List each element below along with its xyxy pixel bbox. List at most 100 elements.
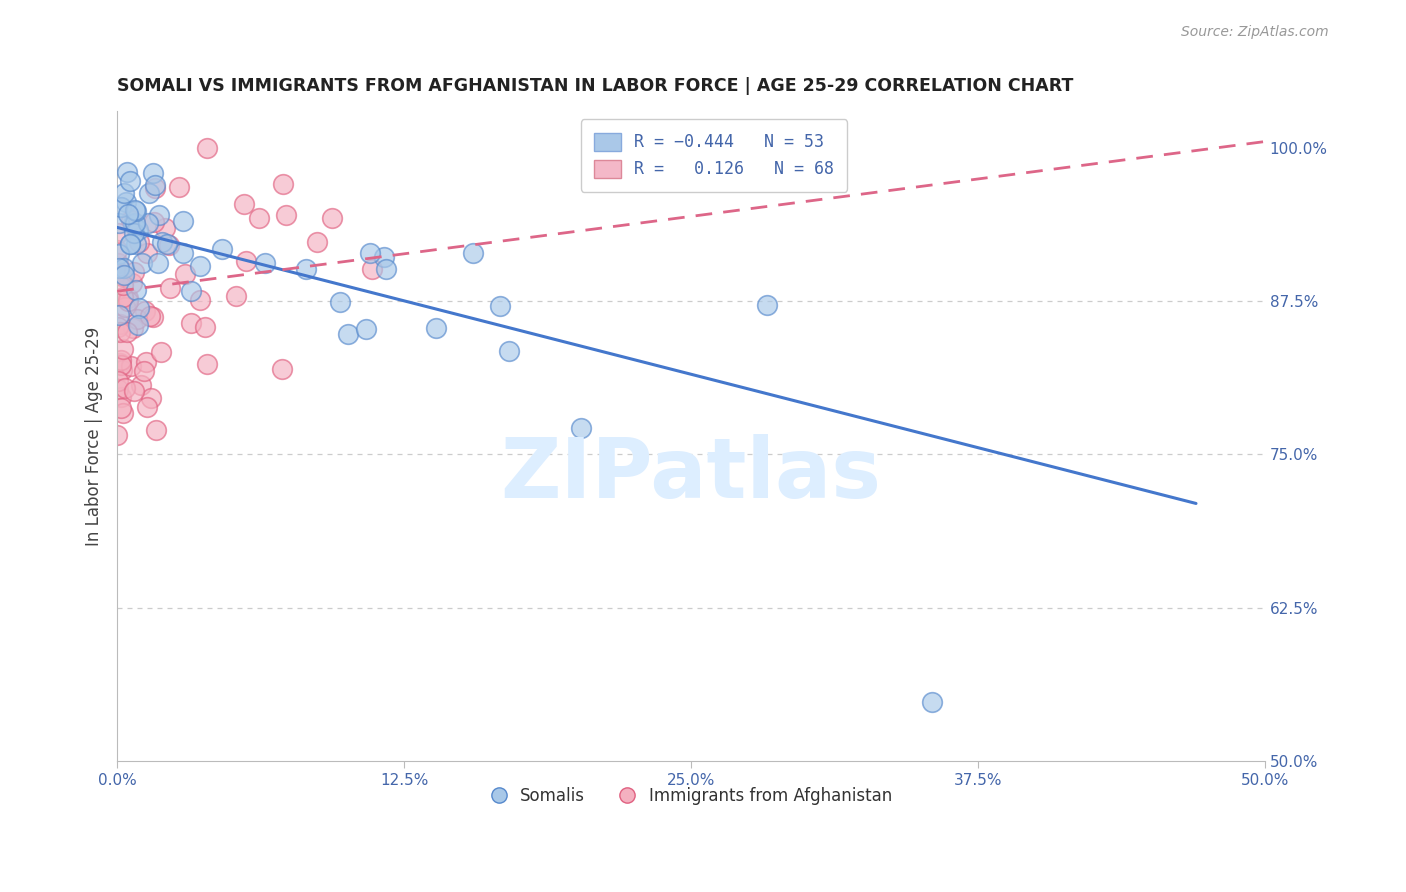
Point (195, 357, 218, 371)
Point (117, 207, 139, 221)
Point (359, 245, 381, 260)
Point (107, 226, 129, 240)
Point (128, 301, 150, 315)
Point (136, 400, 159, 414)
Point (112, 342, 135, 356)
Point (136, 216, 159, 230)
Point (124, 203, 146, 218)
Point (225, 288, 247, 302)
Point (180, 284, 202, 298)
Point (180, 316, 202, 330)
Point (569, 421, 592, 435)
Point (142, 310, 165, 325)
Point (110, 390, 132, 404)
Point (146, 256, 169, 270)
Point (112, 406, 135, 420)
Point (157, 238, 180, 252)
Point (121, 276, 143, 290)
Point (148, 208, 170, 222)
Point (117, 294, 139, 309)
Point (118, 174, 141, 188)
Point (172, 246, 194, 260)
Point (271, 178, 294, 192)
Point (233, 196, 256, 211)
Point (112, 186, 135, 201)
Point (108, 356, 131, 370)
Point (107, 265, 129, 279)
Point (125, 204, 148, 219)
Point (111, 268, 134, 283)
Point (141, 391, 163, 405)
Point (150, 235, 173, 250)
Point (159, 281, 181, 295)
Point (156, 237, 179, 252)
Point (127, 318, 149, 333)
Point (127, 311, 149, 326)
Point (361, 261, 384, 276)
Point (108, 247, 131, 261)
Point (194, 320, 217, 334)
Point (111, 363, 134, 377)
Point (110, 200, 132, 214)
Point (307, 235, 329, 249)
Point (134, 364, 156, 378)
Point (235, 253, 257, 268)
Point (125, 283, 148, 297)
Point (112, 260, 135, 275)
Point (143, 180, 166, 194)
Point (274, 208, 297, 222)
Point (373, 251, 395, 265)
Point (112, 278, 135, 293)
Point (134, 303, 156, 318)
Point (122, 217, 145, 231)
Point (136, 246, 159, 260)
Point (120, 237, 142, 252)
Point (461, 245, 484, 260)
Point (336, 326, 359, 341)
Point (114, 381, 136, 395)
Point (105, 243, 128, 257)
Point (112, 268, 135, 282)
Point (247, 211, 270, 226)
Point (108, 309, 131, 323)
Point (425, 320, 447, 334)
Point (117, 325, 139, 339)
Point (253, 256, 276, 270)
Point (122, 321, 145, 335)
Point (120, 212, 142, 227)
Point (108, 260, 131, 275)
Point (321, 211, 343, 226)
Point (375, 261, 398, 276)
Point (150, 344, 173, 359)
Point (271, 361, 294, 376)
Point (111, 290, 134, 304)
Point (145, 423, 167, 437)
Point (110, 353, 132, 368)
Point (108, 268, 131, 282)
Point (107, 320, 129, 334)
Legend: Somalis, Immigrants from Afghanistan: Somalis, Immigrants from Afghanistan (484, 780, 898, 811)
Point (107, 255, 129, 269)
Point (921, 695, 943, 709)
Point (107, 382, 129, 396)
Point (114, 301, 136, 315)
Text: ZIPatlas: ZIPatlas (501, 434, 882, 516)
Text: SOMALI VS IMMIGRANTS FROM AFGHANISTAN IN LABOR FORCE | AGE 25-29 CORRELATION CHA: SOMALI VS IMMIGRANTS FROM AFGHANISTAN IN… (117, 78, 1074, 95)
Point (115, 165, 138, 179)
Y-axis label: In Labor Force | Age 25-29: In Labor Force | Age 25-29 (86, 326, 103, 546)
Point (127, 223, 149, 237)
Point (114, 194, 136, 209)
Point (122, 384, 145, 399)
Point (295, 261, 318, 276)
Point (138, 186, 160, 201)
Point (125, 237, 148, 252)
Point (153, 221, 176, 235)
Point (172, 214, 194, 228)
Point (174, 267, 197, 281)
Point (120, 359, 142, 374)
Point (110, 358, 132, 372)
Point (142, 166, 165, 180)
Point (118, 236, 141, 251)
Point (108, 325, 131, 339)
Point (145, 178, 167, 192)
